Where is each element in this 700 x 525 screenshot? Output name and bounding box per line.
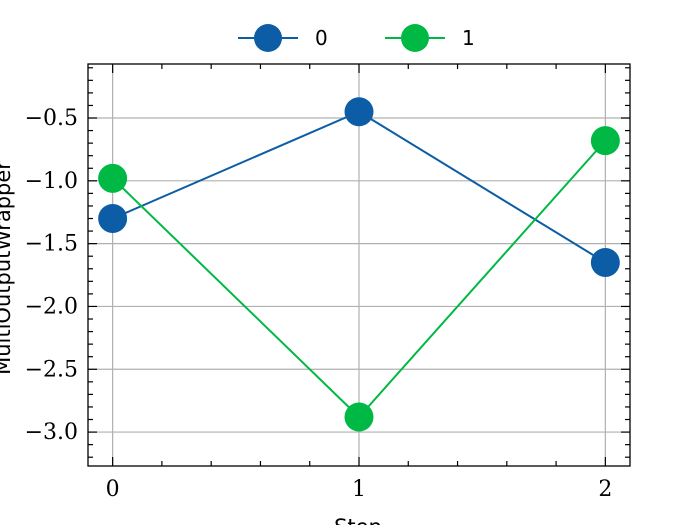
y-tick-label: −0.5 bbox=[25, 106, 78, 131]
y-tick-label: −1.5 bbox=[25, 232, 78, 257]
legend-label-series-0: 0 bbox=[315, 26, 328, 50]
x-tick-label: 2 bbox=[598, 477, 612, 502]
y-tick-label: −3.0 bbox=[25, 420, 78, 445]
legend-marker-series-0 bbox=[254, 24, 282, 52]
y-tick-label: −1.0 bbox=[25, 169, 78, 194]
axis-ticks bbox=[88, 64, 630, 466]
tick-labels: 0 1 2 −0.5 −1.0 −1.5 −2.0 −2.5 −3.0 bbox=[25, 106, 613, 502]
x-tick-label: 1 bbox=[352, 477, 366, 502]
data-point-series-0 bbox=[344, 97, 374, 127]
data-point-series-0 bbox=[590, 247, 620, 277]
legend: 0 1 bbox=[238, 24, 475, 52]
legend-label-series-1: 1 bbox=[462, 26, 475, 50]
data-point-series-1 bbox=[590, 126, 620, 156]
data-point-series-1 bbox=[98, 163, 128, 193]
data-point-series-0 bbox=[98, 204, 128, 234]
y-axis-title: MultiOutputWrapper bbox=[0, 161, 15, 375]
y-tick-label: −2.0 bbox=[25, 294, 78, 319]
data-point-series-1 bbox=[344, 402, 374, 432]
x-tick-label: 0 bbox=[106, 477, 120, 502]
legend-marker-series-1 bbox=[401, 24, 429, 52]
y-tick-label: −2.5 bbox=[25, 357, 78, 382]
series-points bbox=[98, 97, 620, 432]
x-axis-title: Step bbox=[334, 515, 382, 525]
